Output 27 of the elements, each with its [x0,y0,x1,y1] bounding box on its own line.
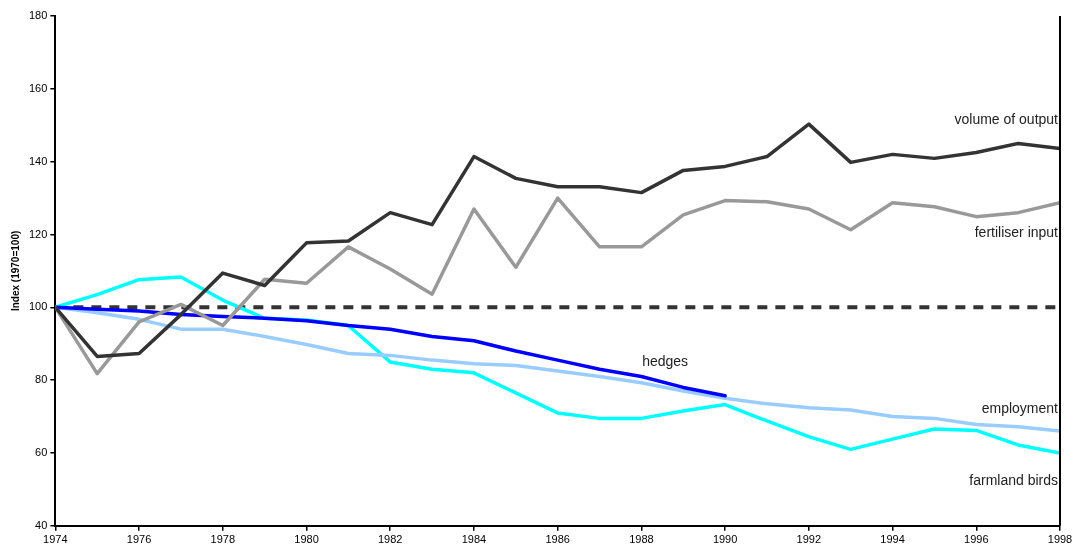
series-label: employment [981,399,1059,416]
x-tick-label: 1984 [461,533,487,546]
y-tick-label: 120 [28,227,48,240]
x-tick-label: 1976 [126,533,152,546]
x-tick-label: 1992 [796,533,822,546]
series-label: hedges [642,352,689,369]
x-tick-label: 1978 [210,533,236,546]
x-tick-label: 1980 [294,533,319,546]
x-tick-label: 1994 [880,533,905,546]
x-tick-label: 1986 [545,533,570,546]
x-tick-label: 1990 [712,533,738,546]
y-tick-label: 140 [28,154,48,167]
x-tick-label: 1998 [1047,533,1073,546]
y-axis-title: Index (1970=100) [9,230,21,312]
x-tick-label: 1982 [377,533,403,546]
y-tick-label: 60 [35,446,48,458]
series-label: fertiliser input [974,223,1059,240]
y-tick-label: 160 [28,81,48,94]
y-tick-label: 40 [35,518,48,531]
x-tick-label: 1996 [964,533,989,546]
series-label: farmland birds [969,471,1058,488]
y-tick-label: 100 [28,300,48,313]
x-tick-label: 1974 [43,533,68,546]
series-label: volume of output [954,111,1059,128]
y-tick-label: 180 [28,9,48,22]
x-tick-label: 1988 [629,533,654,546]
y-tick-label: 80 [35,373,48,386]
